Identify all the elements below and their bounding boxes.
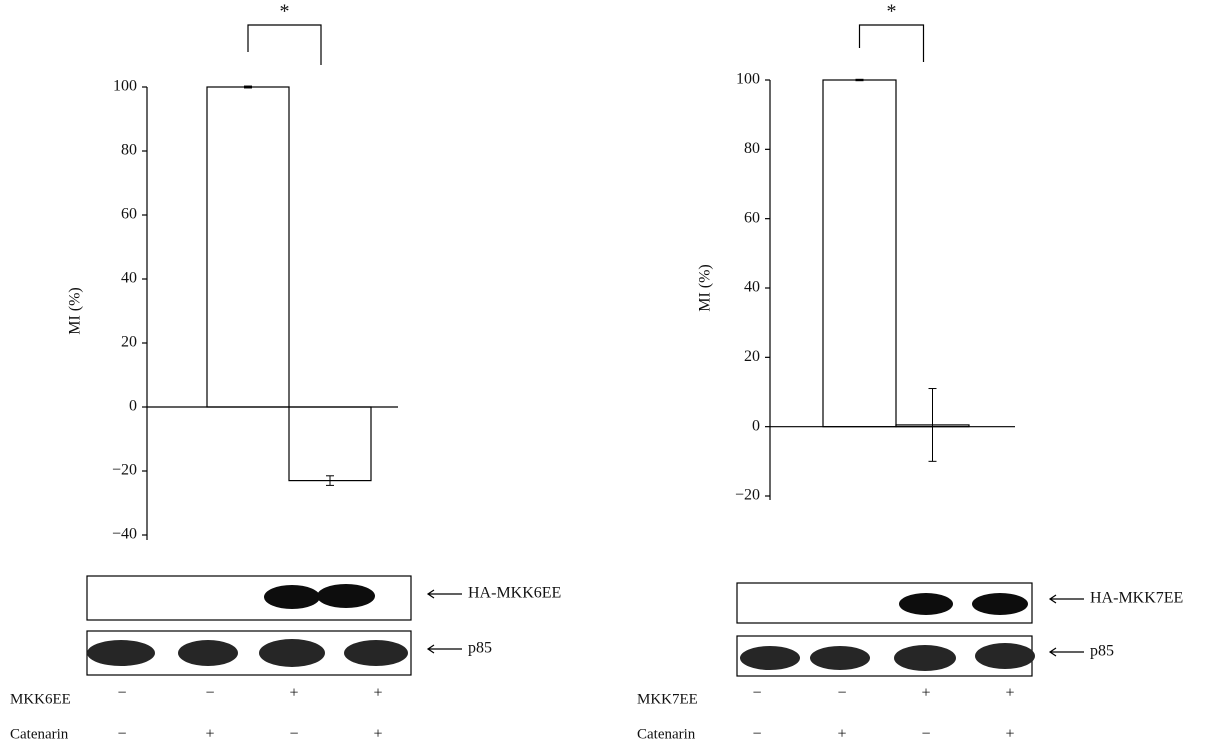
blot-arrow: [1048, 594, 1084, 604]
y-tick-label: 20: [744, 348, 760, 365]
bar: [206, 86, 290, 408]
condition-sign: +: [289, 685, 298, 702]
condition-label: MKK7EE: [637, 691, 698, 707]
y-tick-label: 0: [752, 417, 760, 434]
y-tick-label: 80: [744, 140, 760, 157]
blot-label: p85: [468, 640, 492, 657]
condition-sign: −: [117, 726, 126, 743]
blot-band: [740, 646, 800, 670]
condition-sign: −: [752, 685, 761, 702]
y-tick-label: −20: [112, 462, 137, 479]
condition-sign: −: [205, 685, 214, 702]
blot-label: p85: [1090, 643, 1114, 660]
condition-sign: +: [1005, 726, 1014, 743]
y-tick-label: 60: [744, 209, 760, 226]
y-tick-label: −20: [735, 487, 760, 504]
condition-sign: −: [921, 726, 930, 743]
significance-star: *: [280, 1, 290, 23]
error-bar: [244, 85, 252, 89]
blot-arrow: [426, 644, 462, 654]
condition-sign: +: [205, 726, 214, 743]
blot-band: [264, 585, 320, 609]
blot-band: [317, 584, 375, 608]
blot-band: [810, 646, 870, 670]
condition-sign: −: [289, 726, 298, 743]
y-tick-label: 20: [121, 334, 137, 351]
condition-label: Catenarin: [637, 726, 696, 742]
y-tick-label: 0: [129, 398, 137, 415]
condition-sign: +: [373, 726, 382, 743]
blot-band: [178, 640, 238, 666]
condition-label: Catenarin: [10, 726, 69, 742]
condition-sign: +: [1005, 685, 1014, 702]
bar: [288, 406, 372, 482]
condition-sign: +: [921, 685, 930, 702]
condition-sign: −: [752, 726, 761, 743]
condition-sign: −: [117, 685, 126, 702]
y-tick-label: 100: [736, 71, 760, 88]
significance-star: *: [887, 1, 897, 23]
blot-band: [972, 593, 1028, 615]
blot-arrow: [426, 589, 462, 599]
condition-label: MKK6EE: [10, 691, 71, 707]
blot-label: HA-MKK7EE: [1090, 590, 1183, 607]
y-tick-label: 60: [121, 206, 137, 223]
y-tick-label: 80: [121, 142, 137, 159]
blot-band: [259, 639, 325, 667]
blot-band: [344, 640, 408, 666]
y-tick-label: 100: [113, 78, 137, 95]
bar: [822, 79, 897, 428]
blot-arrow: [1048, 647, 1084, 657]
blot-band: [899, 593, 953, 615]
blot-band: [87, 640, 155, 666]
blot-label: HA-MKK6EE: [468, 585, 561, 602]
blot-band: [975, 643, 1035, 669]
y-axis-label: MI (%): [67, 287, 84, 335]
error-bar: [928, 388, 937, 462]
significance-bracket: [858, 24, 925, 62]
condition-sign: +: [837, 726, 846, 743]
y-axis-label: MI (%): [697, 264, 714, 312]
blot-band: [894, 645, 956, 671]
condition-sign: +: [373, 685, 382, 702]
y-tick-label: 40: [744, 279, 760, 296]
y-tick-label: −40: [112, 526, 137, 543]
condition-sign: −: [837, 685, 846, 702]
error-bar: [855, 78, 864, 82]
error-bar: [326, 475, 334, 486]
y-tick-label: 40: [121, 270, 137, 287]
significance-bracket: [247, 24, 322, 65]
